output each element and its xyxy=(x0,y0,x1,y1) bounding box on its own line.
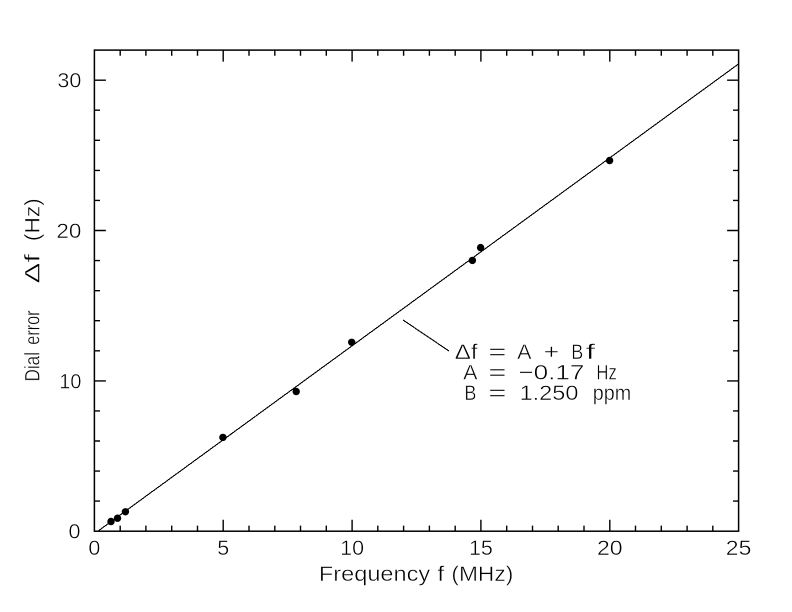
svg-text:15: 15 xyxy=(469,536,493,560)
svg-text:10: 10 xyxy=(59,369,81,393)
svg-text:20: 20 xyxy=(597,536,623,560)
svg-text:30: 30 xyxy=(57,69,81,93)
svg-text:0: 0 xyxy=(88,536,100,560)
svg-text:DialerrorΔf(Hz): DialerrorΔf(Hz) xyxy=(21,198,45,381)
svg-text:5: 5 xyxy=(217,536,229,560)
svg-text:Δf=A+Bf: Δf = A + Bf xyxy=(455,340,595,364)
svg-text:25: 25 xyxy=(726,536,752,560)
svg-text:10: 10 xyxy=(340,536,364,560)
svg-text:0: 0 xyxy=(69,520,81,544)
svg-text:20: 20 xyxy=(56,219,81,243)
